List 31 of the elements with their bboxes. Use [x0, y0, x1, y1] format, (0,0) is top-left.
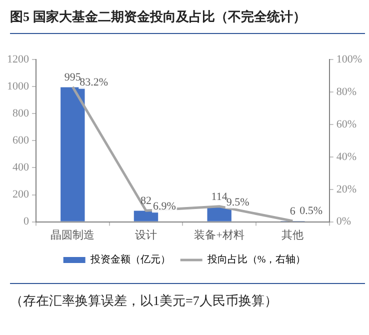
data-label: 9.5%: [226, 196, 250, 208]
data-label: 6: [290, 205, 296, 218]
y2-tick-label: 20%: [336, 183, 357, 196]
legend-label: 投资金额（亿元）: [89, 254, 170, 266]
y-tick-label: 1000: [7, 80, 30, 93]
data-label: 114: [211, 190, 228, 203]
y2-tick-label: 80%: [336, 86, 357, 98]
y-tick-label: 400: [12, 162, 30, 174]
y-tick-label: 800: [12, 108, 30, 120]
y2-tick-label: 0%: [336, 216, 352, 228]
bar: [134, 210, 158, 222]
text: （存在汇率换算误差，以1美元=7人民币换算）: [10, 292, 278, 310]
y2-tick-label: 40%: [336, 150, 357, 163]
data-label: 83.2%: [80, 76, 108, 89]
y-tick-label: 0: [24, 216, 30, 228]
data-label: 82: [140, 195, 152, 208]
data-label: 995: [64, 72, 82, 84]
y-tick-label: 1200: [7, 53, 30, 66]
bar: [60, 87, 85, 222]
y-tick-label: 200: [12, 188, 30, 201]
y2-tick-label: 60%: [336, 118, 357, 130]
x-tick-label: 其他: [282, 228, 304, 242]
data-label: 0.5%: [300, 204, 323, 217]
data-label: 6.9%: [153, 200, 176, 212]
y-tick-label: 600: [12, 134, 30, 147]
y2-tick-label: 100%: [336, 53, 362, 66]
chart-title: 图5 国家大基金二期资金投向及占比（不完全统计）: [10, 8, 306, 26]
x-tick-label: 装备+材料: [194, 228, 244, 242]
x-tick-label: 设计: [135, 228, 157, 242]
x-tick-label: 晶圆制造: [50, 228, 95, 242]
legend-label: 投向占比（%，右轴）: [206, 254, 306, 266]
